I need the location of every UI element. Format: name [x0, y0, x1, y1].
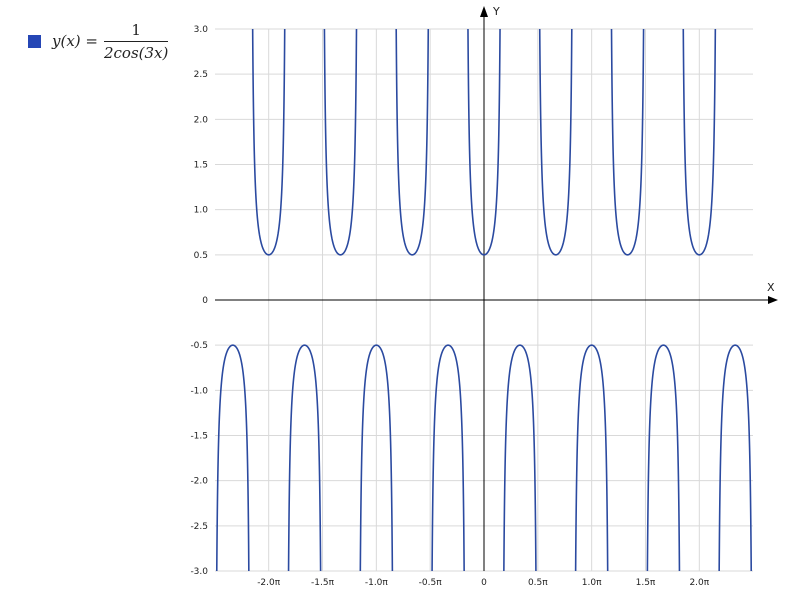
tick-labels: 3.0 2.5 2.0 1.5 1.0 0.5 0 -0.5 -1.0 -1.5 -2.0 -2.5 -… — [190, 25, 709, 588]
curve-branch — [215, 344, 250, 571]
curve-branch — [646, 344, 681, 571]
x-tick-label: 0.5π — [528, 578, 548, 588]
y-axis-label: Y — [492, 5, 500, 18]
curve-branch — [323, 29, 358, 256]
legend-equation-lhs: y(x) = — [52, 32, 98, 50]
curve-branch — [467, 29, 501, 256]
y-tick-label: 1.0 — [194, 206, 209, 216]
y-tick-label: -0.5 — [190, 341, 208, 351]
y-tick-label: -1.0 — [190, 386, 208, 396]
curve-branch — [287, 344, 322, 571]
x-tick-label: 1.0π — [582, 578, 602, 588]
curve-branch — [610, 29, 645, 256]
legend-fraction-bar — [103, 40, 169, 42]
x-tick-label: 1.5π — [636, 578, 656, 588]
curve-branch — [718, 344, 753, 571]
x-tick-label: 0 — [481, 578, 487, 588]
x-tick-label: -1.5π — [311, 578, 335, 588]
curve-branch — [503, 344, 537, 571]
y-tick-label: 0 — [202, 296, 208, 306]
series-curve — [215, 29, 753, 571]
curve-branch — [251, 29, 286, 256]
x-tick-label: -0.5π — [419, 578, 443, 588]
y-tick-label: 2.0 — [194, 115, 209, 125]
legend-denominator: 2cos(3x) — [103, 43, 169, 62]
curve-branch — [682, 29, 717, 256]
legend: y(x) = 1 2cos(3x) — [28, 20, 169, 62]
axes: X Y — [215, 5, 778, 571]
x-tick-label: 2.0π — [689, 578, 709, 588]
legend-fraction: 1 2cos(3x) — [103, 20, 169, 62]
x-axis-label: X — [767, 281, 775, 294]
y-axis-arrow-icon — [480, 6, 488, 17]
y-tick-label: 0.5 — [194, 251, 208, 261]
y-tick-label: 2.5 — [194, 70, 208, 80]
y-tick-label: -2.5 — [190, 522, 208, 532]
legend-swatch — [28, 34, 41, 48]
y-tick-label: -3.0 — [190, 567, 208, 577]
y-tick-label: 3.0 — [194, 25, 209, 35]
y-tick-label: -2.0 — [190, 477, 208, 487]
y-tick-label: 1.5 — [194, 161, 208, 171]
legend-equation: y(x) = 1 2cos(3x) — [52, 20, 169, 62]
x-tick-label: -2.0π — [257, 578, 281, 588]
y-tick-label: -1.5 — [190, 432, 208, 442]
curve-branch — [431, 344, 465, 571]
x-axis-arrow-icon — [768, 296, 778, 304]
legend-numerator: 1 — [131, 20, 141, 39]
curve-branch — [395, 29, 430, 256]
curve-branch — [359, 344, 394, 571]
curve-branch — [538, 29, 573, 256]
x-tick-label: -1.0π — [365, 578, 389, 588]
curve-branch — [574, 344, 609, 571]
